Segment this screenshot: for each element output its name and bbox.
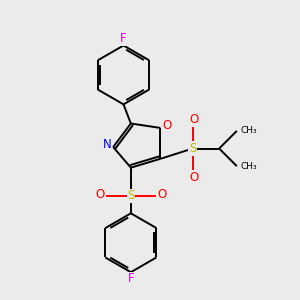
Text: O: O [95, 188, 105, 201]
Text: =: = [157, 189, 166, 202]
Text: CH₃: CH₃ [240, 162, 257, 171]
Text: O: O [190, 171, 199, 184]
Text: CH₃: CH₃ [240, 126, 257, 135]
Text: S: S [189, 142, 196, 155]
Text: O: O [190, 113, 199, 126]
Text: F: F [128, 272, 134, 285]
Text: =: = [95, 189, 105, 202]
Text: O: O [162, 119, 171, 132]
Text: F: F [120, 32, 127, 46]
Text: N: N [103, 138, 112, 151]
Text: S: S [127, 189, 134, 202]
Text: O: O [157, 188, 167, 201]
